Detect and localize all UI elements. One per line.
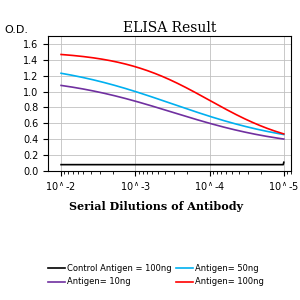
Text: Serial Dilutions of Antibody: Serial Dilutions of Antibody — [69, 201, 243, 212]
Control Antigen = 100ng — [132, 163, 135, 166]
Antigen= 50ng — [86, 77, 90, 80]
Antigen= 10ng — [221, 125, 225, 129]
Antigen= 100ng — [200, 94, 203, 98]
Antigen= 100ng — [59, 53, 63, 56]
Title: ELISA Result: ELISA Result — [123, 21, 216, 35]
Antigen= 100ng — [86, 55, 90, 59]
Antigen= 50ng — [148, 94, 151, 98]
Control Antigen = 100ng — [59, 163, 63, 166]
Antigen= 10ng — [59, 84, 63, 87]
Antigen= 100ng — [282, 132, 286, 136]
Control Antigen = 100ng — [221, 163, 225, 166]
Antigen= 50ng — [221, 118, 225, 122]
Antigen= 50ng — [220, 118, 224, 122]
Antigen= 100ng — [221, 106, 225, 110]
Line: Antigen= 100ng: Antigen= 100ng — [61, 55, 284, 134]
Legend: Control Antigen = 100ng, Antigen= 10ng, Antigen= 50ng, Antigen= 100ng: Control Antigen = 100ng, Antigen= 10ng, … — [45, 261, 267, 290]
Antigen= 10ng — [148, 103, 151, 107]
Antigen= 100ng — [148, 70, 151, 73]
Line: Control Antigen = 100ng: Control Antigen = 100ng — [61, 162, 284, 165]
Antigen= 50ng — [59, 71, 63, 75]
Control Antigen = 100ng — [200, 163, 203, 166]
Antigen= 100ng — [220, 105, 224, 109]
Y-axis label: O.D.: O.D. — [4, 25, 28, 34]
Control Antigen = 100ng — [220, 163, 224, 166]
Antigen= 100ng — [132, 64, 135, 68]
Antigen= 50ng — [132, 89, 135, 93]
Line: Antigen= 10ng: Antigen= 10ng — [61, 85, 284, 139]
Antigen= 10ng — [86, 88, 90, 92]
Antigen= 50ng — [200, 112, 203, 116]
Line: Antigen= 50ng: Antigen= 50ng — [61, 73, 284, 134]
Control Antigen = 100ng — [86, 163, 90, 166]
Antigen= 10ng — [220, 125, 224, 128]
Control Antigen = 100ng — [282, 160, 286, 164]
Antigen= 10ng — [282, 137, 286, 141]
Antigen= 50ng — [282, 133, 286, 136]
Antigen= 10ng — [200, 119, 203, 123]
Antigen= 10ng — [132, 99, 135, 103]
Control Antigen = 100ng — [148, 163, 151, 166]
